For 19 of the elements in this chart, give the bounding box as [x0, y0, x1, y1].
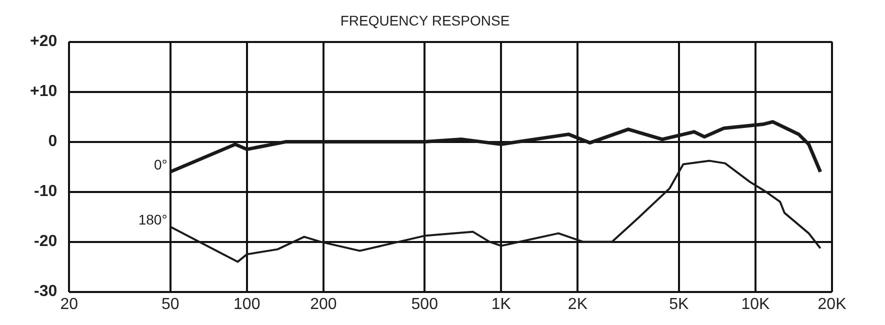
x-tick-label: 1K [491, 296, 512, 313]
y-tick-label: +10 [30, 83, 58, 100]
x-tick-label: 50 [161, 296, 180, 313]
x-tick-label: 500 [411, 296, 438, 313]
y-tick-label: -10 [34, 183, 58, 200]
series-label: 0° [154, 156, 168, 173]
x-tick-label: 20K [818, 296, 847, 313]
y-tick-label: -20 [34, 233, 58, 250]
x-tick-label: 2K [568, 296, 588, 313]
y-tick-label: 0 [48, 133, 58, 150]
y-tick-label: -30 [34, 283, 58, 300]
x-tick-label: 200 [310, 296, 337, 313]
x-tick-label: 20 [60, 296, 78, 313]
x-tick-label: 5K [669, 296, 690, 313]
x-tick-label: 100 [234, 296, 260, 313]
chart-title: FREQUENCY RESPONSE [340, 12, 510, 28]
series-label: 180° [138, 212, 168, 228]
x-tick-label: 10K [741, 296, 770, 313]
y-tick-label: +20 [30, 33, 58, 50]
